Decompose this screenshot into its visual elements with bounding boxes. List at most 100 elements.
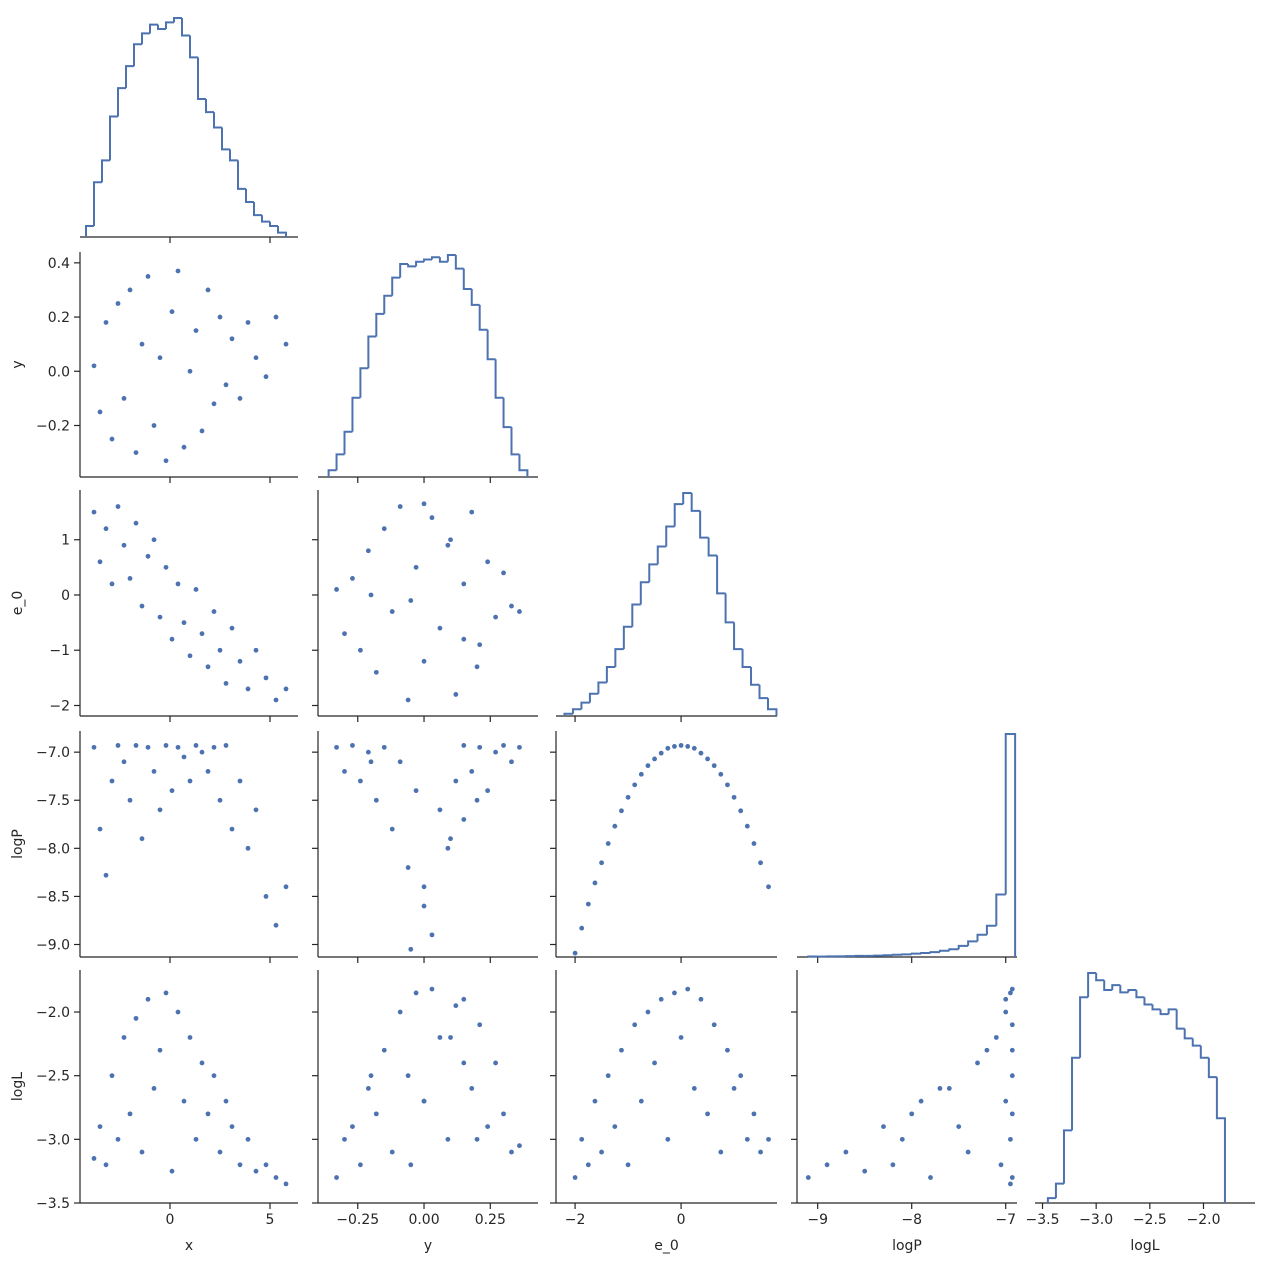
scatter-point	[103, 320, 109, 325]
scatter-point	[273, 922, 279, 928]
scatter-point	[474, 797, 480, 803]
scatter-point	[157, 614, 163, 620]
scatter-point	[97, 826, 103, 832]
scatter-point	[381, 526, 387, 532]
hist-bin	[375, 312, 385, 337]
x-tick-label: −8	[901, 1212, 922, 1228]
hist-bin	[985, 924, 997, 935]
hist-bin	[1199, 1045, 1209, 1059]
x-tick-label: −9	[807, 1212, 828, 1228]
scatter-point	[437, 625, 443, 631]
x-axis-label: x	[185, 1238, 193, 1254]
hist-bin	[470, 288, 480, 306]
hist-bin	[165, 21, 174, 29]
hist-bin	[656, 545, 667, 565]
scatter-point	[157, 1047, 163, 1053]
scatter-point	[652, 1060, 657, 1066]
scatter-point	[711, 1022, 717, 1028]
scatter-point	[229, 826, 235, 832]
hist-bin	[351, 396, 361, 432]
scatter-point	[109, 581, 115, 587]
scatter-point	[685, 986, 691, 992]
scatter-point	[103, 1162, 109, 1168]
x-tick-label: 0.00	[408, 1212, 439, 1228]
hist-bin	[518, 454, 529, 477]
scatter-point	[805, 1175, 811, 1180]
scatter-point	[766, 1136, 771, 1142]
hist-bin	[1119, 985, 1129, 994]
scatter-point	[381, 1047, 387, 1053]
scatter-point	[109, 1073, 115, 1079]
scatter-point	[115, 743, 121, 748]
scatter-point	[121, 395, 127, 401]
scatter-point	[193, 587, 199, 592]
scatter-point	[619, 808, 624, 814]
hist-bin	[93, 181, 102, 227]
scatter-point	[429, 986, 435, 992]
hist-bin	[423, 258, 432, 262]
scatter-point	[115, 1136, 121, 1142]
hist-bin	[85, 225, 94, 237]
scatter-point	[217, 647, 223, 653]
hist-bin	[109, 115, 118, 161]
hist-bin	[957, 944, 969, 950]
hist-bin	[733, 622, 743, 651]
hist-bin	[383, 294, 393, 314]
scatter-point	[998, 1162, 1004, 1168]
hist-bin	[976, 933, 987, 942]
hist-bin	[438, 257, 448, 263]
hist-bin	[766, 698, 778, 716]
scatter-point	[273, 1175, 279, 1180]
scatter-point	[253, 1168, 259, 1174]
hist-bin	[920, 951, 931, 954]
hist-bin	[1103, 980, 1113, 991]
scatter-point	[461, 581, 467, 587]
hist-bin	[221, 127, 230, 151]
scatter-point	[273, 314, 279, 320]
hist-bin	[261, 215, 270, 223]
scatter-point	[199, 1060, 205, 1066]
hist-bin	[502, 397, 512, 429]
scatter-point	[579, 1136, 585, 1142]
scatter-point	[358, 778, 363, 784]
hist-bin	[665, 525, 675, 547]
scatter-point	[365, 548, 371, 554]
scatter-point	[229, 625, 235, 631]
scatter-point	[421, 658, 427, 664]
hist-bin	[125, 65, 134, 89]
scatter-point	[1009, 1175, 1015, 1180]
scatter-point	[824, 1162, 830, 1168]
scatter-point	[599, 1149, 604, 1155]
scatter-point	[133, 520, 139, 526]
hist-bin	[245, 188, 254, 203]
scatter-point	[645, 1009, 651, 1015]
scatter-point	[157, 355, 163, 361]
scatter-point	[381, 744, 387, 750]
scatter-point	[517, 1143, 522, 1149]
hist-bin	[1062, 1129, 1073, 1184]
hist-bin	[478, 304, 488, 331]
scatter-point	[1009, 1022, 1015, 1028]
scatter-point	[652, 756, 657, 762]
hist-bin	[133, 43, 142, 67]
scatter-point	[731, 794, 737, 800]
hist-bin	[648, 563, 658, 583]
scatter-point	[453, 778, 459, 784]
scatter-point	[223, 680, 229, 686]
scatter-point	[163, 990, 169, 996]
scatter-point	[599, 860, 604, 866]
scatter-point	[151, 423, 157, 428]
scatter-point	[405, 697, 411, 703]
scatter-point	[672, 743, 677, 749]
scatter-point	[421, 501, 427, 507]
hist-bin	[189, 35, 198, 59]
scatter-point	[365, 1086, 371, 1091]
scatter-point	[862, 1168, 868, 1174]
hist-bin	[622, 625, 633, 650]
hist-bin	[910, 952, 922, 955]
scatter-point	[738, 808, 744, 814]
scatter-point	[731, 1086, 737, 1091]
hist-bin	[205, 99, 214, 114]
scatter-point	[501, 1111, 506, 1117]
hist-bin	[173, 17, 182, 23]
